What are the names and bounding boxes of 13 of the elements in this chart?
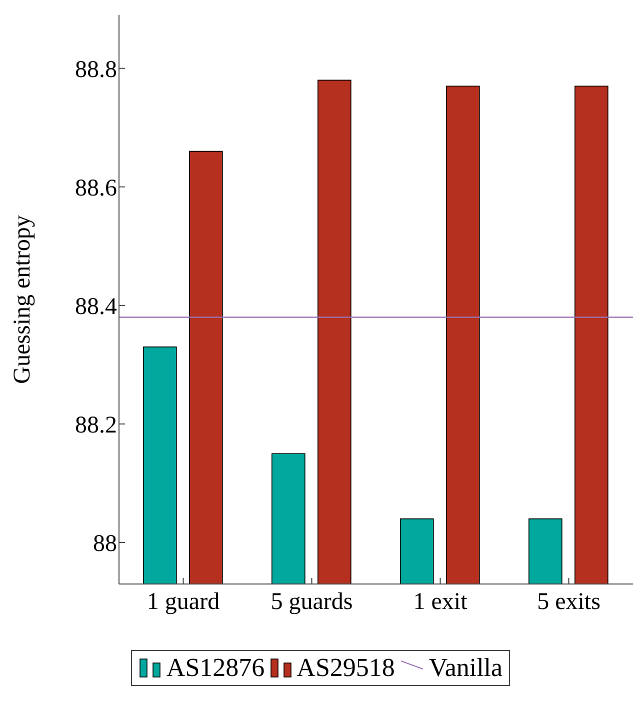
legend-label: AS12876 xyxy=(166,653,265,683)
y-tick-label: 88 xyxy=(93,531,117,558)
y-axis-title: Guessing entropy xyxy=(10,215,36,384)
legend-label: Vanilla xyxy=(428,653,503,683)
y-tick-label: 88.8 xyxy=(75,56,117,83)
x-tick-label: 5 guards xyxy=(270,589,353,616)
legend-label: AS29518 xyxy=(296,653,395,683)
x-tick-label: 1 guard xyxy=(146,589,220,616)
x-tick-label: 5 exits xyxy=(537,589,600,616)
y-tick-label: 88.2 xyxy=(75,412,117,438)
y-tick-label: 88.6 xyxy=(75,175,117,202)
y-tick-label: 88.4 xyxy=(75,294,117,320)
x-tick-label: 1 exit xyxy=(413,589,468,616)
